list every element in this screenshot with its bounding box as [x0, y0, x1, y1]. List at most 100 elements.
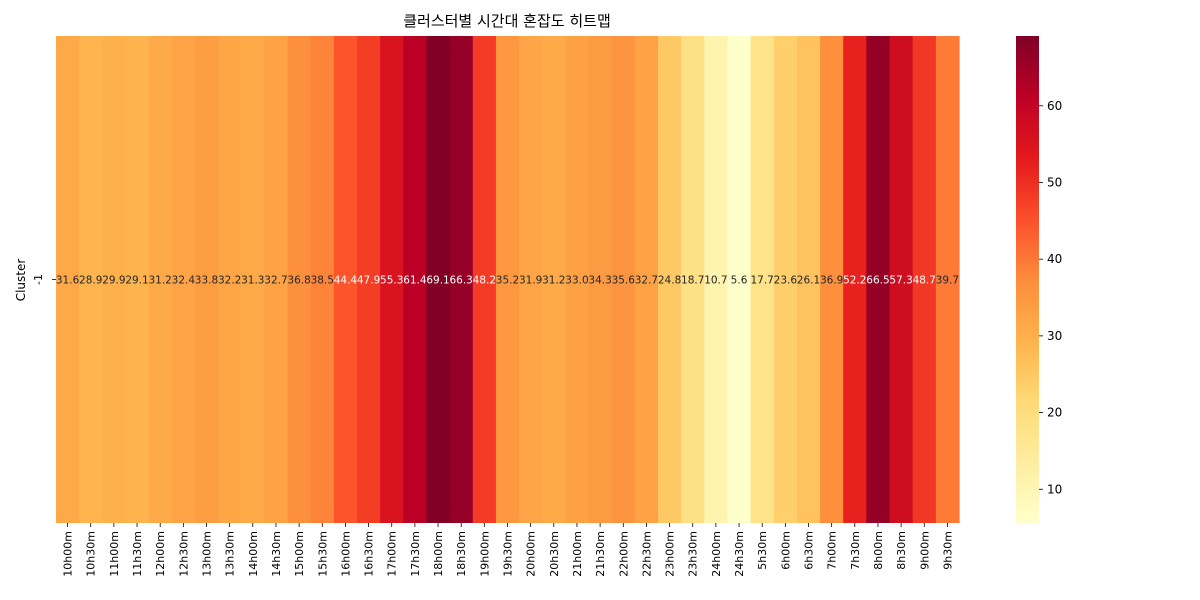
x-tick-label: 6h00m: [779, 531, 792, 570]
heatmap-cell: [125, 36, 150, 523]
x-tick-label: 19h30m: [502, 531, 515, 577]
heatmap-cell-value: 69.1: [426, 275, 449, 287]
heatmap-cell: [148, 36, 173, 523]
heatmap-cell-value: 36.8: [287, 275, 310, 287]
y-axis-label: Cluster: [14, 259, 28, 302]
y-tick-label: -1: [32, 274, 45, 285]
heatmap-cell-value: 47.9: [357, 275, 380, 287]
x-tick-label: 7h00m: [826, 531, 839, 570]
heatmap-cell: [449, 36, 474, 523]
x-tick-label: 14h30m: [270, 531, 283, 577]
colorbar-tick-label: 50: [1047, 175, 1062, 189]
heatmap-cell-value: 48.7: [913, 275, 936, 287]
heatmap-cell-value: 33.8: [195, 275, 218, 287]
heatmap-cell-value: 52.2: [843, 275, 866, 287]
heatmap-cell: [611, 36, 636, 523]
heatmap-cell: [681, 36, 705, 523]
heatmap-cell: [750, 36, 775, 523]
x-tick-label: 16h30m: [363, 531, 376, 577]
x-tick-label: 11h30m: [131, 531, 144, 577]
heatmap-cell-value: 39.7: [936, 275, 959, 287]
colorbar: 10 20 30 40 50 60: [1016, 36, 1062, 523]
heatmap-cell: [264, 36, 289, 523]
heatmap-cell: [889, 36, 914, 523]
colorbar-tick-label: 10: [1047, 482, 1062, 496]
heatmap-cell-value: 31.2: [542, 275, 565, 287]
x-tick-label: 5h30m: [756, 531, 769, 570]
heatmap-cell-labels: 31.6 28.9 29.9 29.1 31.2 32.4 33.8 32.2 31.3 32.7…: [56, 275, 959, 287]
heatmap-cell: [56, 36, 80, 523]
heatmap-cell: [866, 36, 891, 523]
heatmap-cell-value: 32.7: [635, 275, 658, 287]
heatmap-cell: [380, 36, 404, 523]
heatmap-cell: [658, 36, 682, 523]
x-tick-label: 18h00m: [432, 531, 445, 577]
heatmap-cell-value: 31.6: [56, 275, 80, 287]
heatmap-cell: [102, 36, 127, 523]
y-axis-ticks: -1: [32, 274, 56, 285]
heatmap-cell: [704, 36, 729, 523]
x-tick-label: 7h30m: [849, 531, 862, 570]
heatmap-cell-value: 31.2: [148, 275, 171, 287]
heatmap-cell-value: 31.3: [241, 275, 264, 287]
heatmap-cell: [218, 36, 242, 523]
x-tick-label: 13h00m: [201, 531, 214, 577]
heatmap-cell-value: 35.6: [612, 275, 636, 287]
heatmap-cell: [542, 36, 566, 523]
x-tick-label: 8h00m: [872, 531, 885, 570]
x-tick-label: 11h00m: [108, 531, 121, 577]
heatmap-cell-value: 66.5: [866, 275, 889, 287]
heatmap-cell: [796, 36, 821, 523]
heatmap-cell-value: 36.9: [820, 275, 843, 287]
heatmap-cell-value: 33.0: [565, 275, 588, 287]
heatmap-cell-value: 24.8: [658, 275, 681, 287]
heatmap-cell: [194, 36, 219, 523]
x-tick-label: 24h30m: [733, 531, 746, 577]
x-tick-label: 6h30m: [803, 531, 816, 570]
x-tick-label: 15h30m: [316, 531, 329, 577]
heatmap-cell: [287, 36, 312, 523]
heatmap-cell-value: 61.4: [403, 275, 427, 287]
heatmap-cell-value: 55.3: [380, 275, 403, 287]
heatmap-cell-value: 23.6: [774, 275, 798, 287]
heatmap-cell-value: 29.9: [102, 275, 125, 287]
heatmap-cell-value: 32.2: [218, 275, 241, 287]
heatmap-cell: [820, 36, 844, 523]
x-tick-label: 18h30m: [455, 531, 468, 577]
heatmap-cell-value: 18.7: [681, 275, 704, 287]
heatmap-cell: [843, 36, 867, 523]
x-tick-label: 21h30m: [594, 531, 607, 577]
heatmap-cell-value: 26.1: [797, 275, 820, 287]
x-tick-label: 24h00m: [710, 531, 723, 577]
x-tick-label: 19h00m: [478, 531, 491, 577]
heatmap-cell-value: 44.4: [334, 275, 358, 287]
x-tick-label: 15h00m: [293, 531, 306, 577]
x-tick-label: 16h00m: [339, 531, 352, 577]
heatmap-cell: [403, 36, 428, 523]
colorbar-tick-label: 60: [1047, 99, 1062, 113]
heatmap-cell-value: 48.2: [473, 275, 496, 287]
heatmap-cell-value: 35.2: [496, 275, 519, 287]
heatmap-cells: [56, 36, 960, 523]
heatmap-cell: [935, 36, 960, 523]
heatmap-cell: [333, 36, 358, 523]
heatmap-cell: [426, 36, 451, 523]
heatmap-cell: [634, 36, 659, 523]
x-tick-label: 9h30m: [941, 531, 954, 570]
x-tick-label: 17h30m: [409, 531, 422, 577]
x-axis-ticks: 10h00m 10h30m 11h00m 11h30m 12h00m 12h30m 13h0…: [62, 523, 954, 577]
x-tick-label: 14h00m: [247, 531, 260, 577]
heatmap-cell: [171, 36, 196, 523]
heatmap-cell-value: 5.6: [731, 275, 748, 287]
heatmap-cell: [472, 36, 497, 523]
heatmap-cell-value: 32.4: [172, 275, 196, 287]
x-tick-label: 22h30m: [640, 531, 653, 577]
heatmap-cell-value: 17.7: [750, 275, 773, 287]
heatmap-cell: [773, 36, 798, 523]
heatmap-cell-value: 57.3: [889, 275, 912, 287]
heatmap-cell-value: 66.3: [449, 275, 472, 287]
x-tick-label: 10h00m: [62, 531, 75, 577]
heatmap-cell-value: 32.7: [264, 275, 287, 287]
colorbar-tick-label: 20: [1047, 406, 1062, 420]
